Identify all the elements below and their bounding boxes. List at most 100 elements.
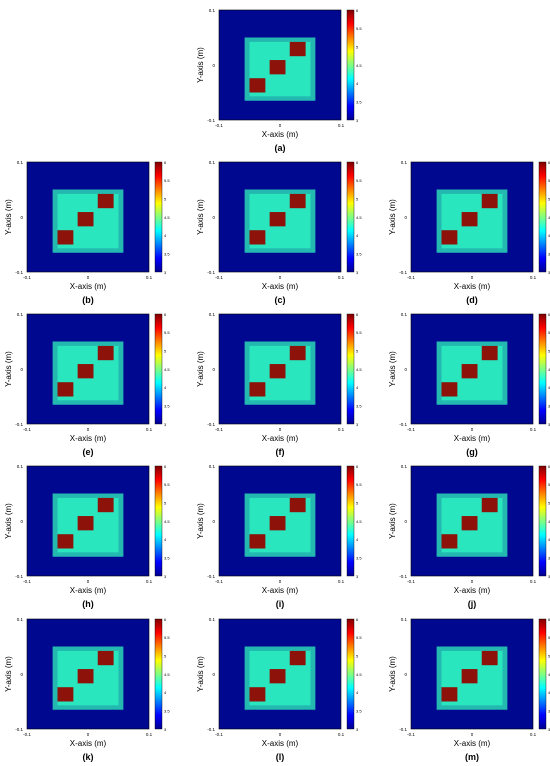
y-tick-label: 0.1 xyxy=(209,464,216,469)
colorbar-tick-label: 6 xyxy=(356,160,359,165)
y-tick-label: 0 xyxy=(212,215,215,220)
y-axis-label: Y-axis (m) xyxy=(388,503,397,539)
colorbar-tick-label: 5 xyxy=(356,348,359,353)
y-tick-label: 0.1 xyxy=(401,312,408,317)
colorbar-tick-label: 3 xyxy=(164,574,167,579)
plot-frame xyxy=(410,161,534,273)
diagonal-block xyxy=(269,516,286,531)
colorbar-tick-label: 4 xyxy=(548,385,550,390)
panel-f: 0.1 0 -0.1-0.1 0 0.1 X-axis (m) Y-axis (m) (f) 6… xyxy=(196,312,362,457)
x-tick-label: -0.1 xyxy=(23,732,31,737)
y-axis-label: Y-axis (m) xyxy=(388,199,397,235)
colorbar-tick-label: 5 xyxy=(164,348,167,353)
y-tick-label: 0.1 xyxy=(401,464,408,469)
colorbar xyxy=(346,465,355,577)
colorbar-tick-label: 5.5 xyxy=(356,482,362,487)
colorbar xyxy=(346,618,355,730)
colorbar-tick-label: 3.5 xyxy=(164,555,170,560)
colorbar-tick-label: 4.5 xyxy=(356,672,362,677)
diagonal-block xyxy=(461,364,478,379)
colorbar-tick-label: 4 xyxy=(356,690,359,695)
x-tick-label: 0.1 xyxy=(146,732,153,737)
x-tick-label: -0.1 xyxy=(23,579,31,584)
x-tick-label: -0.1 xyxy=(215,427,223,432)
diagonal-block xyxy=(249,230,266,245)
colorbar xyxy=(154,618,163,730)
colorbar-tick-label: 6 xyxy=(164,312,167,317)
panel-caption: (m) xyxy=(465,752,479,762)
y-tick-label: 0 xyxy=(20,672,23,677)
y-tick-label: -0.1 xyxy=(15,574,23,579)
colorbar-tick-label: 5 xyxy=(548,196,550,201)
y-tick-label: 0.1 xyxy=(209,617,216,622)
colorbar xyxy=(346,313,355,425)
y-tick-label: -0.1 xyxy=(399,422,407,427)
diagonal-block xyxy=(97,193,114,209)
x-tick-label: -0.1 xyxy=(407,579,415,584)
x-axis-label: X-axis (m) xyxy=(70,739,107,748)
y-tick-label: 0 xyxy=(212,367,215,372)
x-tick-label: 0 xyxy=(471,579,474,584)
plot-frame xyxy=(218,9,342,121)
y-axis-label: Y-axis (m) xyxy=(388,351,397,387)
diagonal-block xyxy=(249,687,266,702)
y-axis-label: Y-axis (m) xyxy=(196,503,205,539)
x-tick-label: 0 xyxy=(279,427,282,432)
diagonal-block xyxy=(57,230,74,245)
colorbar-tick-label: 4 xyxy=(548,233,550,238)
x-tick-label: 0.1 xyxy=(338,579,345,584)
y-tick-label: 0 xyxy=(404,367,407,372)
x-axis-label: X-axis (m) xyxy=(262,434,299,443)
colorbar-tick-label: 5.5 xyxy=(164,635,170,640)
diagonal-block xyxy=(77,516,94,531)
colorbar-tick-label: 3.5 xyxy=(548,708,550,713)
colorbar-tick-label: 4 xyxy=(548,537,550,542)
colorbar-tick-label: 5 xyxy=(356,44,359,49)
colorbar-tick-label: 6 xyxy=(548,160,550,165)
plot-frame xyxy=(218,313,342,425)
colorbar-tick-label: 3 xyxy=(548,422,550,427)
colorbar-tick-label: 3.5 xyxy=(356,555,362,560)
colorbar xyxy=(154,313,163,425)
colorbar-tick-label: 5 xyxy=(164,196,167,201)
diagonal-block xyxy=(481,193,498,209)
panel-e: 0.1 0 -0.1-0.1 0 0.1 X-axis (m) Y-axis (m) (e) 6… xyxy=(4,312,170,457)
panel-g: 0.1 0 -0.1-0.1 0 0.1 X-axis (m) Y-axis (m) (g) 6… xyxy=(388,312,550,457)
x-tick-label: 0.1 xyxy=(530,275,537,280)
colorbar-tick-label: 6 xyxy=(164,617,167,622)
x-tick-label: 0.1 xyxy=(530,579,537,584)
x-axis-label: X-axis (m) xyxy=(262,130,299,139)
colorbar-tick-label: 5.5 xyxy=(548,482,550,487)
y-tick-label: 0 xyxy=(404,672,407,677)
x-tick-label: -0.1 xyxy=(407,732,415,737)
y-tick-label: -0.1 xyxy=(207,270,215,275)
colorbar-tick-label: 5.5 xyxy=(548,330,550,335)
colorbar-tick-label: 3 xyxy=(356,270,359,275)
x-tick-label: -0.1 xyxy=(215,275,223,280)
colorbar-tick-label: 6 xyxy=(548,464,550,469)
colorbar-tick-label: 3.5 xyxy=(164,403,170,408)
panel-i: 0.1 0 -0.1-0.1 0 0.1 X-axis (m) Y-axis (m) (i) 6… xyxy=(196,464,362,609)
colorbar-tick-label: 4.5 xyxy=(164,367,170,372)
colorbar-tick-label: 6 xyxy=(548,617,550,622)
colorbar-tick-label: 3 xyxy=(356,727,359,732)
plot-frame xyxy=(26,618,150,730)
plot-frame xyxy=(218,618,342,730)
x-tick-label: 0.1 xyxy=(146,427,153,432)
panel-h: 0.1 0 -0.1-0.1 0 0.1 X-axis (m) Y-axis (m) (h) 6… xyxy=(4,464,170,609)
colorbar-tick-label: 3 xyxy=(164,270,167,275)
x-tick-label: 0.1 xyxy=(338,427,345,432)
colorbar-tick-label: 4 xyxy=(548,690,550,695)
colorbar xyxy=(346,161,355,273)
colorbar xyxy=(154,161,163,273)
y-tick-label: -0.1 xyxy=(207,727,215,732)
colorbar-tick-label: 4.5 xyxy=(164,672,170,677)
panel-caption: (c) xyxy=(275,295,286,305)
panel-caption: (b) xyxy=(82,295,94,305)
colorbar-tick-label: 5.5 xyxy=(548,635,550,640)
diagonal-block xyxy=(77,364,94,379)
x-axis-label: X-axis (m) xyxy=(262,586,299,595)
panel-caption: (j) xyxy=(468,599,477,609)
colorbar-tick-label: 5.5 xyxy=(356,635,362,640)
colorbar-tick-label: 3.5 xyxy=(356,99,362,104)
